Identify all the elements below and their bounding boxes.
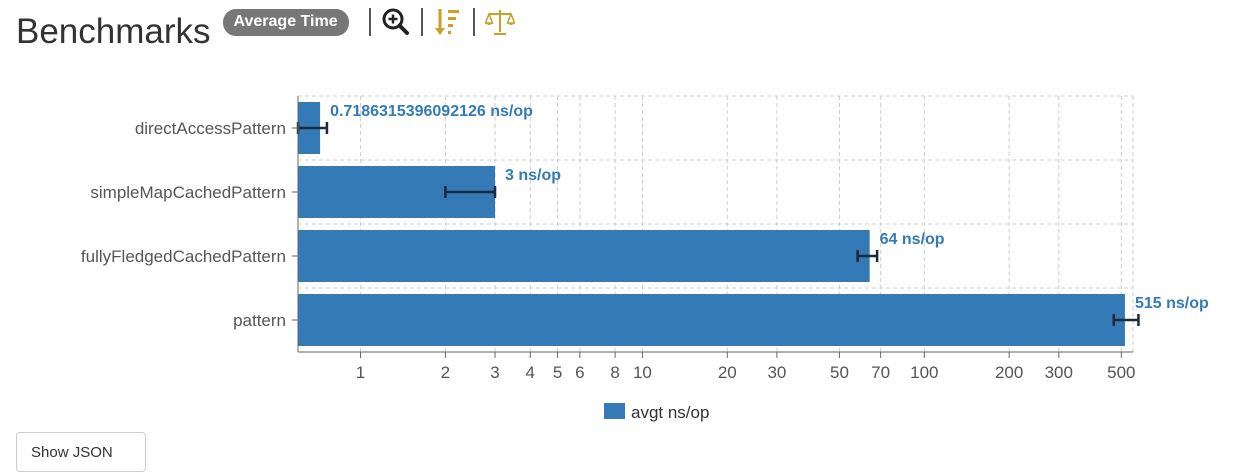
x-tick-label: 4: [526, 363, 535, 382]
mode-badge[interactable]: Average Time: [222, 9, 349, 36]
x-tick-label: 70: [871, 363, 890, 382]
y-tick-label-directAccessPattern: directAccessPattern: [135, 119, 286, 138]
x-tick-label: 200: [995, 363, 1023, 382]
page-title: Benchmarks: [16, 12, 211, 51]
show-json-button[interactable]: Show JSON: [16, 432, 146, 472]
data-label-directAccessPattern: 0.7186315396092126 ns/op: [330, 103, 533, 120]
y-tick-label-pattern: pattern: [233, 311, 286, 330]
y-tick-label-fullyFledgedCachedPattern: fullyFledgedCachedPattern: [81, 247, 286, 266]
x-tick-label: 3: [490, 363, 499, 382]
x-tick-label: 30: [767, 363, 786, 382]
balance-scale-icon[interactable]: [483, 7, 516, 37]
toolbar-separator: [368, 8, 371, 36]
x-tick-label: 6: [575, 363, 584, 382]
toolbar-separator: [472, 8, 475, 36]
x-tick-label: 1: [356, 363, 365, 382]
x-tick-label: 100: [910, 363, 938, 382]
data-label-fullyFledgedCachedPattern: 64 ns/op: [880, 231, 945, 248]
data-label-pattern: 515 ns/op: [1135, 295, 1209, 312]
x-tick-label: 10: [633, 363, 652, 382]
sort-descending-icon[interactable]: [433, 7, 463, 37]
x-tick-label: 5: [553, 363, 562, 382]
legend-label: avgt ns/op: [631, 403, 709, 422]
x-tick-label: 500: [1107, 363, 1135, 382]
toolbar-separator: [420, 8, 423, 36]
x-tick-label: 50: [830, 363, 849, 382]
bar-fullyFledgedCachedPattern: [298, 230, 870, 282]
x-tick-label: 20: [718, 363, 737, 382]
data-label-simpleMapCachedPattern: 3 ns/op: [505, 167, 561, 184]
legend-swatch: [604, 403, 625, 419]
bar-pattern: [298, 294, 1125, 346]
zoom-in-icon[interactable]: [381, 7, 411, 37]
x-tick-label: 300: [1045, 363, 1073, 382]
header: Benchmarks Average Time: [16, 7, 516, 56]
benchmark-chart: 0.7186315396092126 ns/op directAccessPatt…: [81, 95, 1209, 422]
x-tick-label: 2: [441, 363, 450, 382]
y-tick-label-simpleMapCachedPattern: simpleMapCachedPattern: [90, 183, 286, 202]
x-tick-label: 8: [610, 363, 619, 382]
toolbar: [359, 7, 516, 37]
